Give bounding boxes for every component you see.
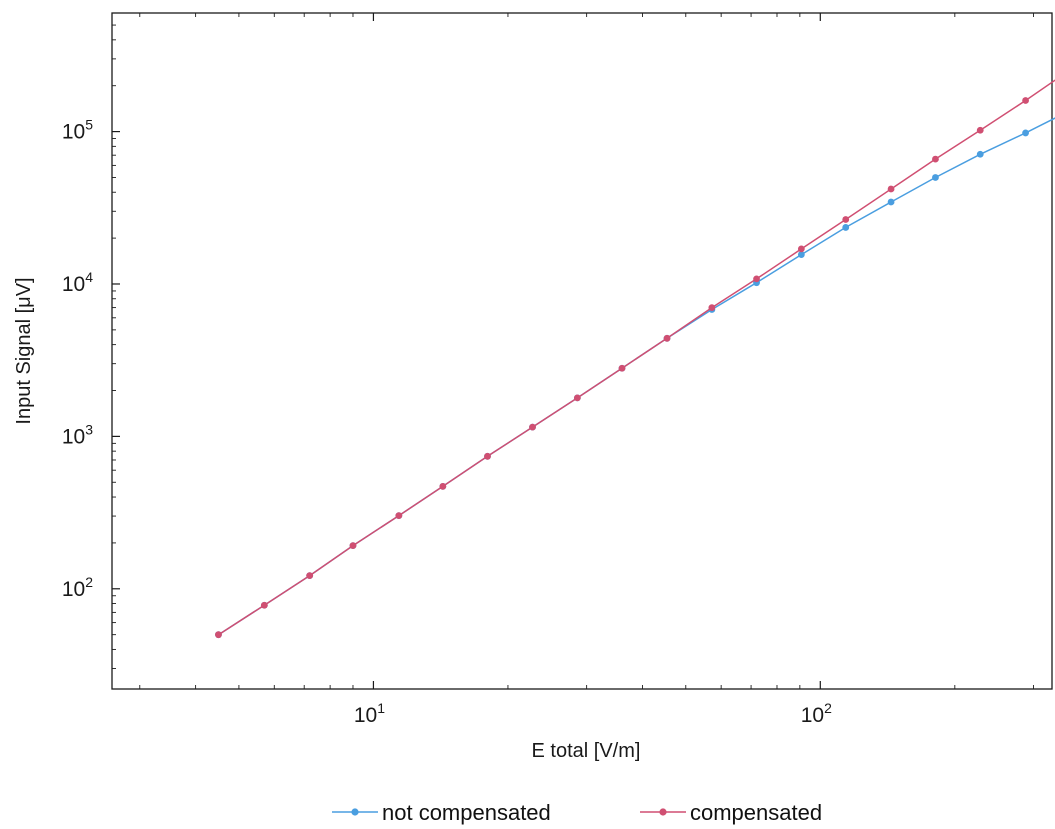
data-point-not-compensated	[887, 198, 895, 206]
data-point-compensated	[395, 512, 403, 520]
data-point-compensated	[306, 572, 314, 580]
data-point-compensated	[663, 334, 671, 342]
y-tick-label: 102	[62, 574, 93, 601]
data-point-compensated	[439, 482, 447, 490]
tick-labels: 101 102 102 103 104 105	[62, 117, 832, 727]
data-point-compensated	[708, 304, 716, 311]
legend: not compensated compensated	[332, 800, 822, 825]
data-point-not-compensated	[842, 224, 850, 231]
legend-swatch-marker	[659, 808, 667, 816]
data-point-not-compensated	[797, 251, 805, 258]
y-tick-label: 103	[62, 421, 93, 448]
series-line-compensated	[218, 79, 1055, 636]
data-point-not-compensated	[976, 150, 984, 158]
x-tick-label: 102	[801, 700, 832, 727]
data-point-compensated	[797, 245, 805, 253]
series-layer	[215, 79, 1055, 639]
data-point-compensated	[618, 364, 626, 372]
data-point-compensated	[260, 601, 268, 609]
plot-frame	[111, 12, 1053, 690]
legend-item-not-compensated: not compensated	[332, 800, 551, 825]
data-point-not-compensated	[932, 174, 939, 181]
legend-label-not-compensated: not compensated	[382, 800, 551, 825]
y-axis-title: Input Signal [μV]	[13, 277, 35, 424]
legend-item-compensated: compensated	[640, 800, 822, 825]
data-point-compensated	[976, 126, 984, 134]
data-point-compensated	[484, 452, 491, 460]
major-ticks	[112, 13, 821, 689]
data-point-compensated	[887, 185, 895, 193]
minor-ticks	[112, 13, 1034, 689]
x-tick-label: 101	[354, 700, 385, 727]
data-point-compensated	[932, 155, 939, 163]
data-point-compensated	[573, 394, 581, 402]
y-tick-label: 105	[62, 117, 93, 144]
data-point-not-compensated	[1022, 129, 1029, 137]
legend-swatch-marker	[351, 808, 359, 816]
data-point-compensated	[349, 542, 357, 550]
data-point-compensated	[529, 423, 536, 431]
legend-label-compensated: compensated	[690, 800, 822, 825]
data-point-compensated	[842, 216, 850, 223]
data-point-compensated	[215, 631, 222, 639]
data-point-compensated	[1022, 97, 1029, 104]
x-axis-title: E total [V/m]	[532, 740, 641, 762]
data-point-compensated	[753, 275, 760, 283]
series-line-not-compensated	[218, 117, 1055, 636]
y-tick-label: 104	[62, 269, 93, 296]
